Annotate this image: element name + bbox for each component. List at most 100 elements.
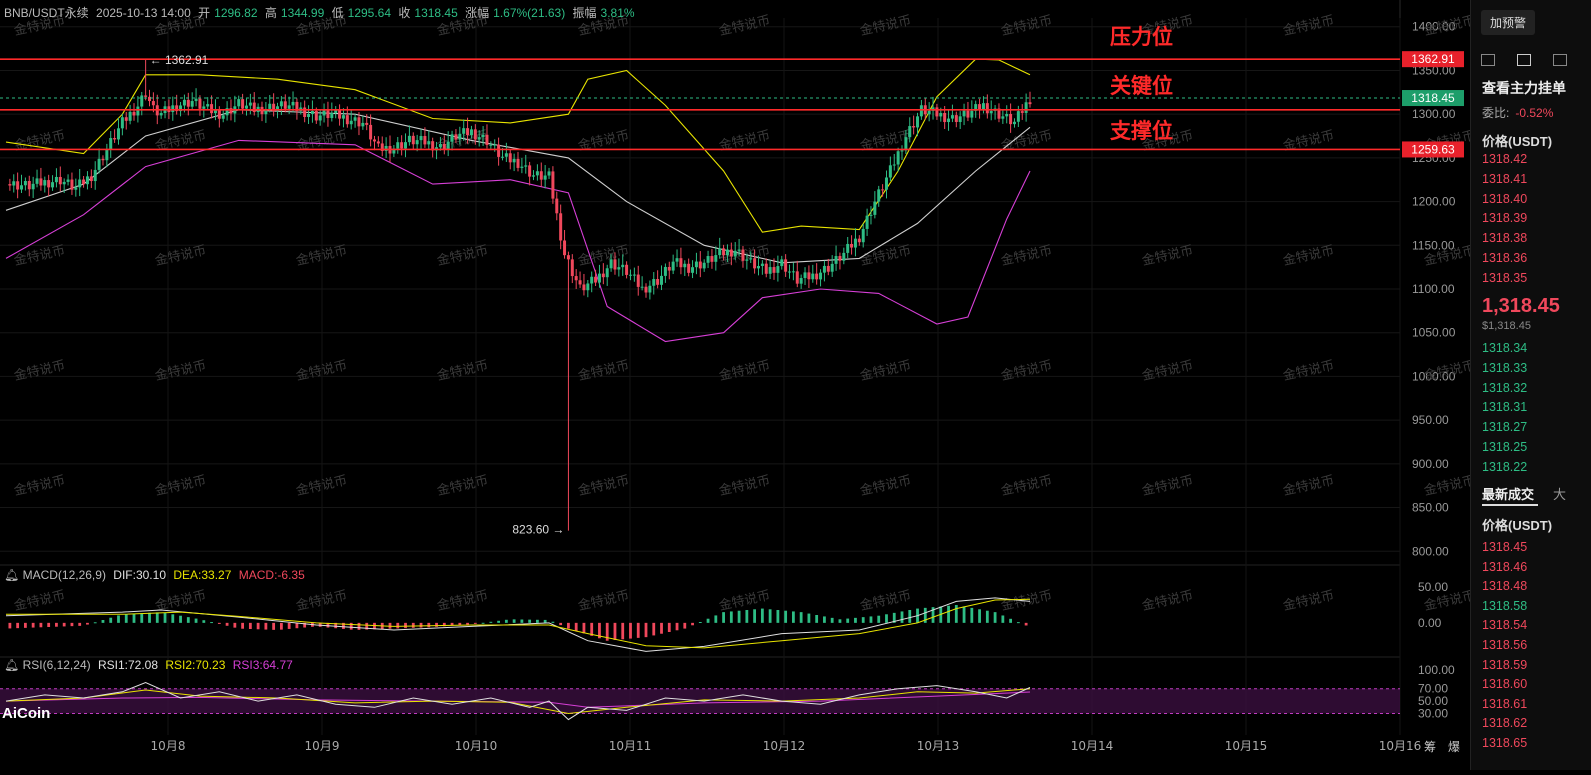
y-tick-label: 950.00 — [1412, 413, 1449, 427]
candle-body — [82, 179, 86, 185]
trade-row[interactable]: 1318.45 — [1482, 540, 1528, 554]
candle-body — [594, 276, 598, 283]
candle-body — [120, 117, 124, 129]
trade-row[interactable]: 1318.61 — [1482, 696, 1528, 711]
candle-body — [582, 284, 586, 291]
candle-body — [660, 275, 664, 285]
trade-row[interactable]: 1318.60 — [1482, 677, 1528, 692]
macd-histogram-bar — [295, 622, 299, 629]
trade-row[interactable]: 1318.62 — [1482, 716, 1528, 731]
candle-body — [570, 259, 574, 277]
macd-histogram-bar — [543, 619, 547, 623]
candle-body — [307, 113, 311, 118]
ask-row[interactable]: 1318.38 — [1482, 231, 1528, 246]
candle-body — [628, 274, 632, 276]
macd-histogram-bar — [264, 622, 268, 630]
bid-row[interactable]: 1318.31 — [1482, 400, 1528, 415]
candle-body — [74, 187, 78, 190]
low-label: 低 — [331, 6, 344, 20]
bid-row[interactable]: 1318.32 — [1482, 380, 1528, 395]
macd-histogram-bar — [55, 622, 58, 627]
trade-row[interactable]: 1318.48 — [1482, 579, 1528, 594]
ask-row[interactable]: 1318.35 — [1482, 270, 1528, 285]
bid-row[interactable]: 1318.33 — [1482, 360, 1528, 375]
trade-row[interactable]: 1318.65 — [1482, 736, 1528, 750]
tab-large-trades[interactable]: 大 — [1553, 487, 1567, 502]
layout-asks-icon[interactable] — [1517, 54, 1531, 66]
bid-row[interactable]: 1318.27 — [1482, 420, 1528, 435]
candle-body — [590, 276, 594, 284]
watermark: 金特说币 — [1141, 472, 1195, 498]
macd-histogram-bar — [885, 614, 888, 623]
ask-row[interactable]: 1318.40 — [1482, 191, 1528, 206]
candle-body — [62, 181, 66, 185]
layout-both-icon[interactable] — [1481, 54, 1495, 66]
candle-body — [822, 265, 826, 273]
macd-histogram-bar — [644, 622, 648, 638]
macd-histogram-bar — [714, 615, 718, 623]
trade-row[interactable]: 1318.58 — [1482, 598, 1528, 613]
candle-body — [939, 112, 943, 117]
candle-body — [186, 99, 190, 107]
candle-body — [469, 129, 473, 136]
layout-bids-icon[interactable] — [1553, 54, 1567, 66]
candle-body — [124, 117, 128, 121]
macd-histogram-bar — [458, 622, 462, 626]
trade-row[interactable]: 1318.46 — [1482, 559, 1528, 574]
high-value: 1344.99 — [280, 6, 325, 20]
bell-icon[interactable]: 🔔︎ — [4, 658, 20, 672]
tab-latest-trades[interactable]: 最新成交 — [1482, 487, 1535, 502]
candle-body — [613, 259, 617, 270]
candle-body — [1020, 111, 1024, 113]
trades-price-header: 价格(USDT) — [1482, 518, 1553, 533]
ask-row[interactable]: 1318.39 — [1482, 211, 1528, 226]
candle-body — [551, 171, 555, 199]
chip-toggle[interactable]: 筹 — [1424, 740, 1437, 754]
ask-row[interactable]: 1318.42 — [1482, 152, 1528, 166]
macd-histogram-bar — [279, 622, 283, 630]
y-tick-label: 1050.00 — [1412, 326, 1456, 340]
candle-body — [1001, 116, 1005, 119]
candle-body — [338, 109, 342, 119]
candle-body — [981, 103, 985, 110]
add-alert-button[interactable]: 加预警 — [1481, 10, 1536, 35]
macd-histogram-bar — [528, 619, 532, 623]
candle-body — [12, 181, 16, 186]
watermark: 金特说币 — [577, 357, 631, 383]
bid-row[interactable]: 1318.25 — [1482, 440, 1528, 454]
macd-histogram-bar — [31, 622, 35, 628]
y-tick-label: 1300.00 — [1412, 107, 1456, 121]
ask-row[interactable]: 1318.36 — [1482, 251, 1528, 265]
liquidation-toggle[interactable]: 爆 — [1448, 740, 1461, 754]
candle-body — [652, 279, 656, 286]
symbol-name[interactable]: BNB/USDT永续 — [4, 6, 89, 20]
macd-histogram-bar — [698, 622, 702, 623]
macd-histogram-bar — [869, 616, 873, 623]
trade-row[interactable]: 1318.54 — [1482, 618, 1528, 633]
watermark: 金特说币 — [436, 357, 490, 383]
candle-body — [392, 148, 396, 154]
macd-histogram-bar — [47, 622, 51, 627]
macd-histogram-bar — [272, 622, 276, 630]
candle-body — [376, 141, 380, 144]
bid-row[interactable]: 1318.34 — [1482, 341, 1528, 355]
candle-body — [97, 158, 101, 170]
macd-header: 🔔︎ MACD(12,26,9) DIF:30.10 DEA:33.27 MAC… — [4, 568, 305, 582]
ask-row[interactable]: 1318.41 — [1482, 171, 1528, 186]
macd-histogram-bar — [489, 621, 493, 623]
bid-row[interactable]: 1318.22 — [1482, 459, 1528, 474]
bell-icon[interactable]: 🔔︎ — [4, 568, 20, 582]
candle-body — [834, 256, 838, 264]
macd-dif: DIF:30.10 — [113, 568, 166, 582]
main-orders-title[interactable]: 查看主力挂单 — [1482, 80, 1566, 96]
candle-body — [16, 181, 20, 190]
candle-body — [535, 171, 539, 176]
candle-body — [85, 176, 89, 185]
watermark: 金特说币 — [154, 472, 208, 498]
trade-row[interactable]: 1318.59 — [1482, 657, 1528, 672]
macd-histogram-bar — [473, 622, 477, 624]
macd-histogram-bar — [481, 622, 485, 624]
candle-body — [718, 248, 722, 256]
trade-row[interactable]: 1318.56 — [1482, 638, 1528, 652]
candle-body — [217, 109, 221, 119]
